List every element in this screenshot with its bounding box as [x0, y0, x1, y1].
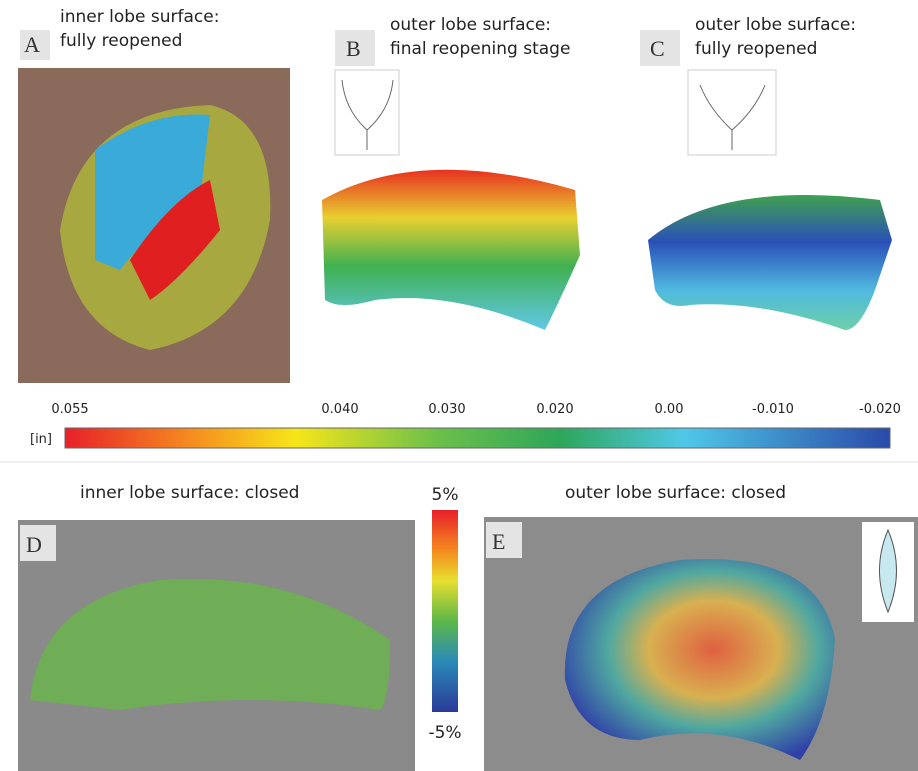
panel-title: inner lobe surface: closed: [80, 483, 299, 503]
colorbar-label: 0.00: [655, 402, 684, 417]
panel-title: inner lobe surface:: [60, 7, 219, 27]
label-box: [20, 30, 50, 60]
label-box: [486, 522, 522, 558]
label-box: [640, 30, 680, 66]
surface-d: [30, 578, 390, 710]
colorbar-label: 0.030: [428, 402, 465, 417]
label-box: [20, 525, 56, 561]
colorbar-label: -0.020: [859, 402, 901, 417]
colorbar-labels: 0.055 0.040 0.030 0.020 0.00 -0.010 -0.020: [51, 402, 901, 417]
inset-sketch: [879, 528, 897, 614]
colorbar-unit: [in]: [30, 432, 52, 447]
strain-colorbar: [432, 510, 458, 712]
panel-title: outer lobe surface:: [695, 15, 856, 35]
panel-title: fully reopened: [695, 39, 817, 59]
panel-letter: E: [492, 529, 505, 554]
inset-sketch: [699, 84, 766, 150]
panel-title: fully reopened: [60, 31, 182, 51]
inner-surface-red: [130, 180, 220, 300]
strain-max: 5%: [432, 485, 459, 505]
panel-title: outer lobe surface: closed: [565, 483, 786, 503]
surface-b: [322, 169, 580, 330]
panel-letter: D: [26, 532, 42, 557]
inset-sketch: [341, 79, 394, 150]
panel-letter: B: [346, 36, 361, 61]
panel-letter: C: [650, 36, 665, 61]
label-box: [335, 30, 375, 66]
surface-e: [564, 559, 835, 760]
colorbar-label: 0.040: [321, 402, 358, 417]
inner-surface: [95, 114, 210, 270]
panel-letter: A: [24, 32, 40, 57]
strain-min: -5%: [428, 723, 461, 743]
panel-title: final reopening stage: [390, 39, 570, 59]
panel-title: outer lobe surface:: [390, 15, 551, 35]
colorbar-label: -0.010: [752, 402, 794, 417]
surface-c: [648, 195, 892, 330]
colorbar: [64, 427, 891, 449]
colorbar-label: 0.055: [51, 402, 88, 417]
colorbar-label: 0.020: [536, 402, 573, 417]
